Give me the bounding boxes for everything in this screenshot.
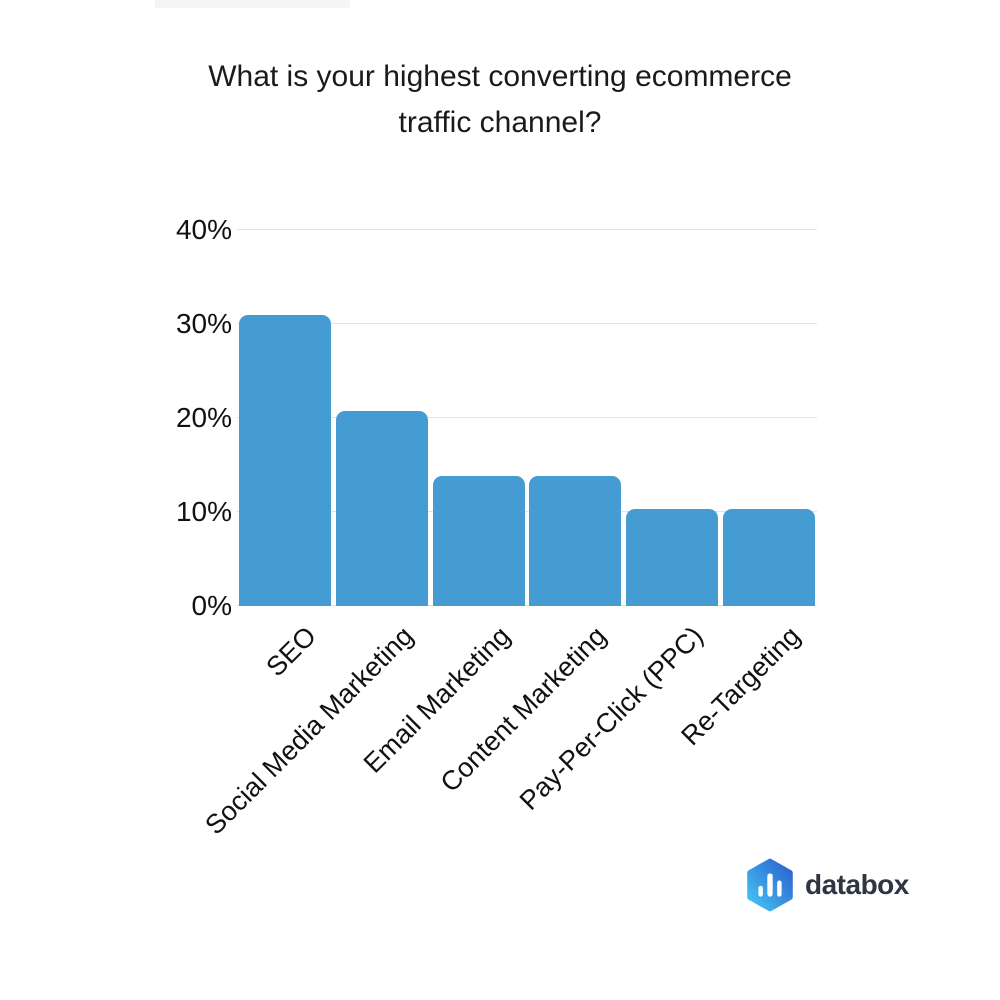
logo-bar-medium xyxy=(777,880,782,897)
gridline-20% xyxy=(237,417,817,418)
bar-email-marketing xyxy=(432,476,525,606)
top-edge-artifact xyxy=(155,0,350,8)
y-axis-tick-label: 30% xyxy=(175,308,232,339)
chart-title-line1: What is your highest converting ecommerc… xyxy=(208,60,792,93)
chart-title-line2: traffic channel? xyxy=(398,106,602,139)
bar-content-marketing xyxy=(529,476,622,606)
gridline-30% xyxy=(237,323,817,324)
databox-logo: databox xyxy=(745,858,909,912)
bar-pay-per-click-ppc- xyxy=(626,509,718,606)
bar-seo xyxy=(239,314,332,606)
y-axis-tick-label: 20% xyxy=(175,402,232,433)
databox-logo-icon xyxy=(747,858,793,912)
y-axis-tick-label: 0% xyxy=(191,590,232,621)
databox-logo-text: databox xyxy=(805,869,909,900)
gridline-40% xyxy=(237,229,817,230)
y-axis-tick-label: 10% xyxy=(175,496,232,527)
logo-bar-small xyxy=(758,885,763,897)
gridline-10% xyxy=(237,511,817,512)
gridline-0% xyxy=(237,605,817,606)
logo-bar-large xyxy=(767,873,773,897)
chart-title: What is your highest converting ecommerc… xyxy=(0,54,1000,146)
bar-social-media-marketing xyxy=(336,411,428,606)
bar-re-targeting xyxy=(722,509,815,606)
y-axis-tick-label: 40% xyxy=(175,214,232,245)
plot-area xyxy=(237,229,817,606)
